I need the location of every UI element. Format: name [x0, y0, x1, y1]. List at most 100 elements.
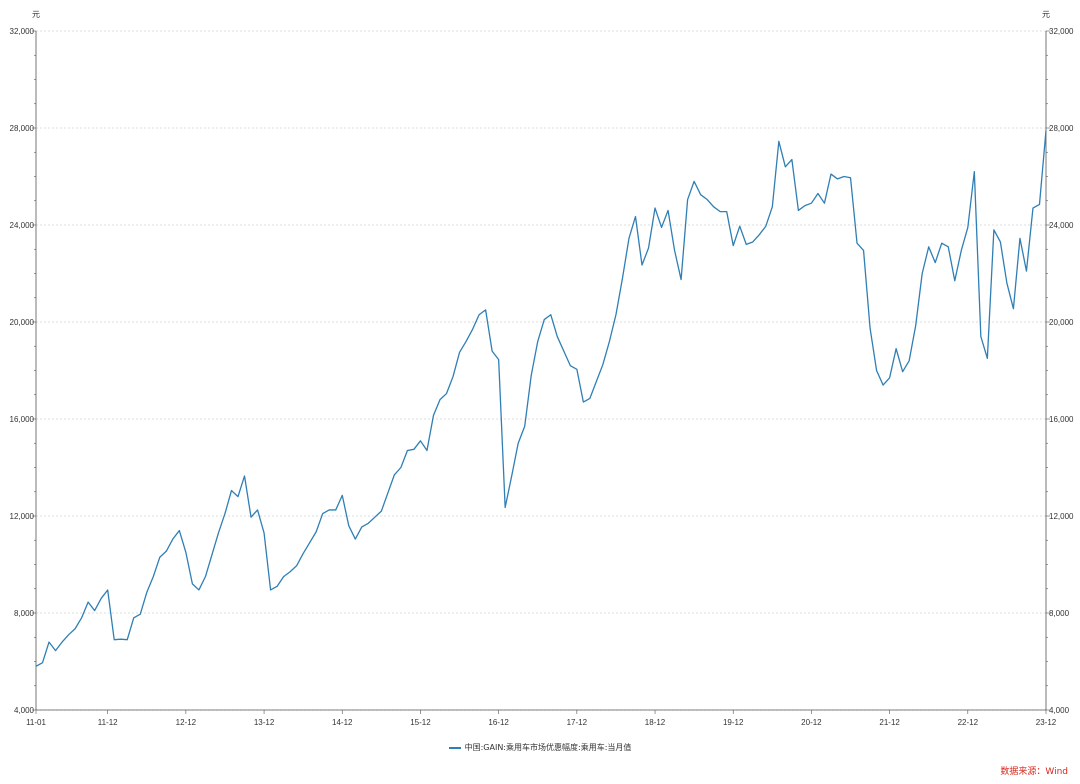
- data-point: [804, 205, 805, 206]
- data-point: [472, 329, 473, 330]
- y-tick-label-left: 4,000: [14, 706, 35, 715]
- data-point: [993, 229, 994, 230]
- data-point: [270, 589, 271, 590]
- data-point: [505, 507, 506, 508]
- data-point: [1039, 204, 1040, 205]
- data-point: [707, 199, 708, 200]
- x-tick-label: 22-12: [958, 718, 979, 727]
- legend-swatch: [448, 746, 461, 749]
- data-point: [394, 474, 395, 475]
- data-point: [283, 576, 284, 577]
- data-point: [146, 592, 147, 593]
- y-tick-label-right: 8,000: [1049, 609, 1070, 618]
- data-point: [120, 639, 121, 640]
- data-point: [537, 341, 538, 342]
- data-point: [492, 351, 493, 352]
- data-point: [837, 178, 838, 179]
- data-point: [348, 525, 349, 526]
- data-point: [557, 336, 558, 337]
- y-tick-label-left: 24,000: [10, 221, 35, 230]
- data-point: [172, 538, 173, 539]
- data-point: [1013, 308, 1014, 309]
- data-point: [850, 177, 851, 178]
- y-tick-label-right: 32,000: [1049, 27, 1074, 36]
- data-point: [589, 398, 590, 399]
- data-point: [746, 244, 747, 245]
- data-point: [198, 589, 199, 590]
- data-point: [726, 211, 727, 212]
- data-point: [237, 496, 238, 497]
- data-point: [342, 495, 343, 496]
- data-point: [465, 341, 466, 342]
- data-point: [381, 511, 382, 512]
- data-point: [329, 509, 330, 510]
- y-tick-label-left: 28,000: [10, 124, 35, 133]
- x-tick-label: 18-12: [645, 718, 666, 727]
- grid-lines: [36, 30, 1046, 711]
- data-point: [720, 211, 721, 212]
- data-point: [772, 206, 773, 207]
- left-unit-label: 元: [32, 10, 40, 19]
- data-point: [654, 207, 655, 208]
- data-point: [733, 245, 734, 246]
- data-point: [641, 264, 642, 265]
- data-point: [896, 348, 897, 349]
- data-point: [231, 490, 232, 491]
- data-point: [622, 278, 623, 279]
- data-point: [426, 450, 427, 451]
- data-point: [55, 650, 56, 651]
- series-line: [35, 130, 1047, 667]
- data-point: [107, 589, 108, 590]
- y-tick-label-left: 16,000: [10, 415, 35, 424]
- data-point: [224, 513, 225, 514]
- data-point: [791, 159, 792, 160]
- data-point: [563, 351, 564, 352]
- y-tick-label-right: 4,000: [1049, 706, 1070, 715]
- legend-label: 中国:GAIN:乘用车市场优惠幅度:乘用车:当月值: [464, 743, 632, 752]
- data-point: [133, 617, 134, 618]
- data-point: [570, 365, 571, 366]
- data-point: [700, 194, 701, 195]
- data-point: [759, 234, 760, 235]
- data-point: [882, 384, 883, 385]
- legend: 中国:GAIN:乘用车市场优惠幅度:乘用车:当月值: [0, 742, 1080, 753]
- x-tick-label: 17-12: [567, 718, 588, 727]
- data-point: [257, 509, 258, 510]
- data-point: [739, 226, 740, 227]
- data-point: [335, 509, 336, 510]
- chart-axes: 4,000 4,000 8,000 8,000 12,000 12,000 16,000 16…: [10, 27, 1074, 727]
- data-point: [127, 639, 128, 640]
- data-point: [544, 319, 545, 320]
- y-tick-label-left: 20,000: [10, 318, 35, 327]
- data-point: [316, 531, 317, 532]
- data-point: [368, 523, 369, 524]
- data-point: [628, 238, 629, 239]
- data-point: [413, 449, 414, 450]
- y-tick-label-right: 24,000: [1049, 221, 1074, 230]
- data-point: [355, 538, 356, 539]
- data-point: [713, 206, 714, 207]
- data-point: [576, 369, 577, 370]
- x-tick-label: 15-12: [410, 718, 431, 727]
- data-point: [785, 166, 786, 167]
- x-tick-label: 23-12: [1036, 718, 1057, 727]
- data-point: [518, 443, 519, 444]
- data-source-note: 数据来源：Wind: [1000, 767, 1068, 777]
- data-point: [687, 199, 688, 200]
- data-point: [433, 415, 434, 416]
- data-point: [602, 364, 603, 365]
- right-unit-label: 元: [1042, 10, 1050, 19]
- data-point: [843, 176, 844, 177]
- data-point: [140, 614, 141, 615]
- data-point: [211, 554, 212, 555]
- data-point: [218, 532, 219, 533]
- data-point: [192, 583, 193, 584]
- data-point: [889, 377, 890, 378]
- data-point: [290, 571, 291, 572]
- data-point: [361, 526, 362, 527]
- data-point: [485, 309, 486, 310]
- data-point: [583, 401, 584, 402]
- y-tick-label-left: 32,000: [10, 27, 35, 36]
- data-point: [101, 598, 102, 599]
- data-point: [915, 325, 916, 326]
